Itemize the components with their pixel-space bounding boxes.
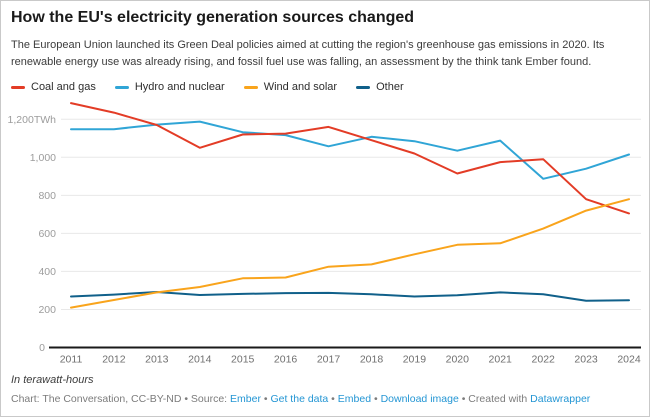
y-tick-label: 1,200TWh	[8, 114, 57, 126]
x-tick-label: 2020	[446, 354, 470, 366]
y-tick-label: 800	[38, 190, 56, 202]
x-tick-label: 2012	[102, 354, 126, 366]
legend-color-dash-icon	[11, 85, 25, 89]
x-tick-label: 2013	[145, 354, 169, 366]
legend-color-dash-icon	[114, 85, 129, 89]
credit-text: Chart: The Conversation, CC-BY-ND • Sour…	[11, 393, 231, 405]
chart-description: The European Union launched its Green De…	[11, 39, 605, 68]
link-download-image[interactable]: Download image	[380, 393, 459, 405]
credit-text: •	[260, 393, 271, 405]
x-tick-label: 2011	[60, 354, 83, 366]
x-tick-label: 2021	[489, 354, 513, 366]
x-tick-label: 2015	[231, 354, 255, 366]
x-tick-label: 2023	[574, 354, 598, 366]
y-tick-label: 600	[38, 228, 56, 240]
credit-text: •	[371, 393, 381, 405]
attribution: Chart: The Conversation, CC-BY-ND • Sour…	[11, 393, 590, 405]
legend-item-hydro-and-nuclear[interactable]: Hydro and nuclear	[114, 81, 225, 93]
legend-label: Wind and solar	[263, 81, 338, 93]
link-ember[interactable]: Ember	[230, 393, 261, 405]
line-chart: 0 200 400 600 800 1,000 1,200TWh 2011 2012 2013 20…	[8, 102, 641, 366]
link-get-the-data[interactable]: Get the data	[270, 393, 329, 405]
credit-text: •	[328, 393, 338, 405]
unit-note: In terawatt-hours	[11, 374, 94, 386]
y-tick-label: 1,000	[30, 152, 56, 164]
legend-item-other[interactable]: Other	[356, 81, 404, 93]
link-datawrapper[interactable]: Datawrapper	[530, 393, 591, 405]
legend-label: Hydro and nuclear	[134, 81, 225, 93]
credit-text: • Created with	[458, 393, 531, 405]
legend-label: Coal and gas	[31, 81, 96, 93]
legend-color-dash-icon	[356, 85, 371, 89]
x-tick-label: 2014	[188, 354, 212, 366]
x-tick-label: 2017	[317, 354, 341, 366]
y-tick-label: 400	[38, 266, 56, 278]
legend-item-coal-and-gas[interactable]: Coal and gas	[11, 81, 96, 93]
link-embed[interactable]: Embed	[337, 393, 372, 405]
x-tick-label: 2022	[532, 354, 556, 366]
series-line-coal-and-gas[interactable]	[70, 102, 630, 215]
legend-label: Other	[376, 81, 404, 93]
series-line-wind-and-solar[interactable]	[70, 198, 630, 309]
chart-title: How the EU's electricity generation sour…	[11, 9, 415, 26]
y-tick-label: 0	[39, 342, 45, 354]
x-tick-label: 2018	[360, 354, 384, 366]
x-tick-label: 2016	[274, 354, 298, 366]
x-tick-label: 2024	[617, 354, 641, 366]
y-tick-label: 200	[38, 304, 56, 316]
legend: Coal and gas Hydro and nuclear Wind and so…	[11, 81, 404, 93]
legend-color-dash-icon	[243, 85, 258, 89]
legend-item-wind-and-solar[interactable]: Wind and solar	[243, 81, 338, 93]
x-tick-label: 2019	[403, 354, 427, 366]
series-line-hydro-and-nuclear[interactable]	[70, 120, 630, 180]
